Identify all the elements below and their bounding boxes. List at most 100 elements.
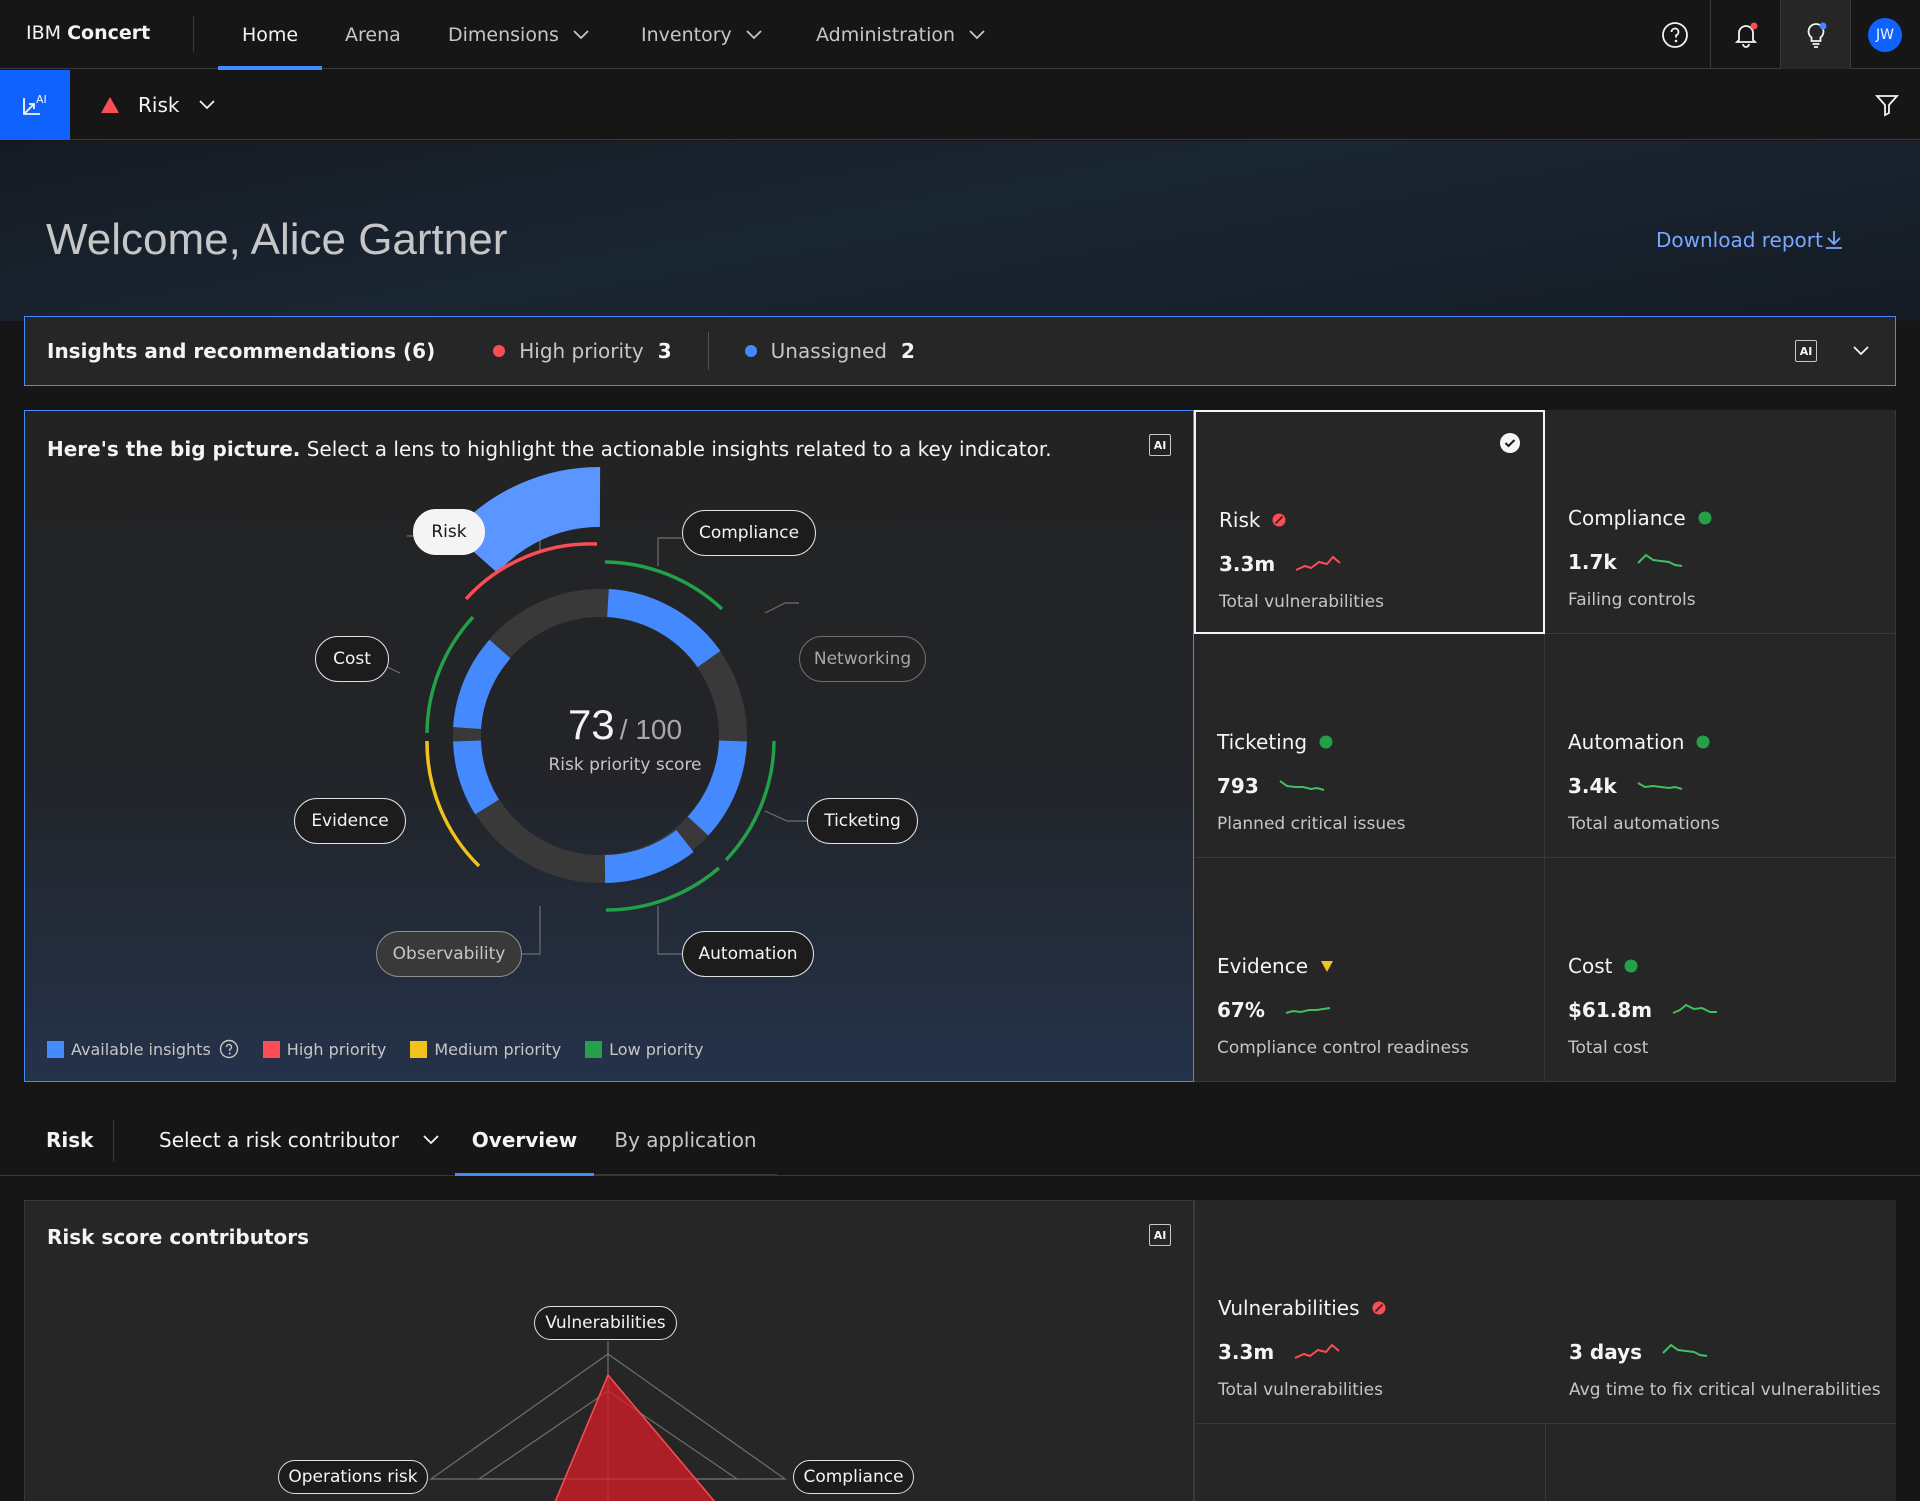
help-button[interactable]	[1640, 0, 1710, 69]
nav-inventory[interactable]: Inventory	[617, 0, 786, 69]
ai-label-badge[interactable]: AI	[1795, 340, 1817, 362]
unassigned-count: 2	[900, 339, 915, 363]
download-report-label: Download report	[1656, 228, 1823, 252]
user-menu-button[interactable]: JW	[1850, 0, 1920, 69]
kpi-automation-sub: Total automations	[1568, 814, 1720, 834]
chevron-down-icon	[573, 29, 589, 39]
kpi-evidence-sub: Compliance control readiness	[1217, 1038, 1469, 1058]
kpi-ticketing[interactable]: Ticketing 793 Planned critical issues	[1194, 634, 1545, 858]
kpi-ticketing-sub: Planned critical issues	[1217, 814, 1406, 834]
nav-arena-label: Arena	[345, 23, 401, 46]
avatar: JW	[1868, 17, 1902, 52]
nav-home[interactable]: Home	[218, 0, 323, 70]
legend-swatch	[585, 1040, 603, 1058]
high-priority-label: High priority	[519, 339, 644, 363]
kpi-risk-sub: Total vulnerabilities	[1219, 592, 1384, 612]
help-icon[interactable]	[219, 1039, 239, 1059]
risk-score-value: 73	[567, 701, 615, 748]
risk-section-title: Risk	[46, 1128, 94, 1152]
kpi-cost-value: $61.8m	[1568, 998, 1653, 1022]
high-priority-stat: High priority 3	[493, 339, 672, 363]
nav-administration-label: Administration	[816, 23, 956, 46]
download-report-link[interactable]: Download report	[1656, 228, 1845, 252]
kpi-automation-name: Automation	[1568, 730, 1685, 754]
tab-overview-label: Overview	[471, 1127, 578, 1152]
radar-label-operations[interactable]: Operations risk	[278, 1460, 428, 1494]
insights-bar[interactable]: Insights and recommendations (6) High pr…	[24, 316, 1896, 386]
radar-chart	[429, 1341, 787, 1501]
trend-down-sparkline	[1662, 1343, 1708, 1357]
contributors-title: Risk score contributors	[47, 1225, 310, 1249]
filter-icon[interactable]	[1874, 92, 1900, 118]
kpi-risk[interactable]: Risk 3.3m Total vulnerabilities	[1194, 410, 1545, 634]
chip-cost[interactable]: Cost	[315, 636, 389, 682]
kpi-cost-sub: Total cost	[1568, 1038, 1649, 1058]
kpi-evidence[interactable]: Evidence 67% Compliance control readines…	[1194, 858, 1545, 1082]
kpi-automation[interactable]: Automation 3.4k Total automations	[1545, 634, 1896, 858]
tab-by-application[interactable]: By application	[594, 1106, 777, 1176]
kpi-risk-name: Risk	[1219, 508, 1261, 532]
kpi-name: Ticketing	[1217, 730, 1333, 754]
chevron-down-icon[interactable]	[1853, 346, 1869, 356]
lens-label: Risk	[138, 93, 180, 117]
kpi-value: 3.3m	[1219, 552, 1341, 576]
chip-compliance[interactable]: Compliance	[682, 510, 816, 556]
chip-risk[interactable]: Risk	[413, 509, 485, 555]
lens-dropdown[interactable]: Risk	[100, 70, 216, 140]
risk-contributor-dropdown[interactable]: Select a risk contributor	[159, 1128, 439, 1152]
risk-score-contributors-card: Risk score contributors AI Vulnerabiliti…	[24, 1200, 1194, 1501]
toolbar-divider	[1850, 0, 1851, 69]
ai-toggle-button[interactable]: AI	[0, 70, 70, 140]
tab-by-application-label: By application	[614, 1128, 757, 1152]
donut-track	[453, 589, 747, 883]
ai-label-badge[interactable]: AI	[1149, 434, 1171, 456]
kpi-value-secondary: 3 days	[1569, 1340, 1708, 1364]
kpi-cost[interactable]: Cost $61.8m Total cost	[1545, 858, 1896, 1082]
chip-observability[interactable]: Observability	[376, 931, 522, 977]
kpi-evidence-value: 67%	[1217, 998, 1265, 1022]
kpi-cost-name: Cost	[1568, 954, 1613, 978]
kpi-tile-placeholder[interactable]	[1194, 1424, 1545, 1501]
vuln-kpi-value: 3.3m	[1218, 1340, 1275, 1364]
chip-automation[interactable]: Automation	[682, 931, 814, 977]
kpi-risk-value: 3.3m	[1219, 552, 1276, 576]
idea-icon	[1807, 22, 1827, 48]
kpi-ticketing-value: 793	[1217, 774, 1259, 798]
radar-label-compliance[interactable]: Compliance	[793, 1460, 914, 1494]
ai-label-badge[interactable]: AI	[1149, 1224, 1171, 1246]
radar-area	[554, 1373, 716, 1501]
legend-available: Available insights	[47, 1039, 239, 1059]
svg-text:AI: AI	[36, 93, 47, 106]
kpi-value: 67%	[1217, 998, 1331, 1022]
kpi-compliance[interactable]: Compliance 1.7k Failing controls	[1545, 410, 1896, 634]
tab-overview[interactable]: Overview	[455, 1106, 594, 1176]
brand-prefix: IBM	[26, 22, 62, 44]
legend-swatch	[47, 1040, 64, 1058]
status-high-icon	[1372, 1301, 1386, 1315]
notifications-button[interactable]	[1711, 0, 1781, 69]
nav-arena[interactable]: Arena	[321, 0, 425, 69]
legend-low-label: Low priority	[609, 1039, 704, 1059]
chevron-down-icon	[423, 1135, 439, 1145]
lens-bar: AI Risk	[0, 70, 1920, 140]
legend-high: High priority	[262, 1040, 386, 1059]
status-ok-icon	[1319, 735, 1333, 749]
brand[interactable]: IBM Concert	[26, 22, 150, 44]
nav-dimensions[interactable]: Dimensions	[424, 0, 613, 69]
radar-label-vulnerabilities[interactable]: Vulnerabilities	[534, 1306, 677, 1340]
legend-low: Low priority	[585, 1039, 704, 1059]
unassigned-dot	[744, 345, 757, 357]
vuln-kpi-name: Vulnerabilities	[1218, 1296, 1360, 1320]
kpi-value: 3.4k	[1568, 774, 1683, 798]
nav-administration[interactable]: Administration	[792, 0, 1009, 69]
big-picture-lead: Here's the big picture.	[47, 437, 301, 461]
chip-ticketing[interactable]: Ticketing	[807, 798, 918, 844]
risk-score-label: Risk priority score	[548, 755, 702, 775]
insights-button[interactable]	[1781, 0, 1851, 69]
chip-networking[interactable]: Networking	[799, 636, 926, 682]
kpi-vulnerabilities[interactable]: Vulnerabilities 3.3m Total vulnerabiliti…	[1194, 1200, 1896, 1424]
chevron-down-icon	[969, 29, 985, 39]
kpi-tile-placeholder[interactable]	[1545, 1424, 1896, 1501]
trend-flat-sparkline	[1285, 1007, 1331, 1014]
chip-evidence[interactable]: Evidence	[294, 798, 406, 844]
